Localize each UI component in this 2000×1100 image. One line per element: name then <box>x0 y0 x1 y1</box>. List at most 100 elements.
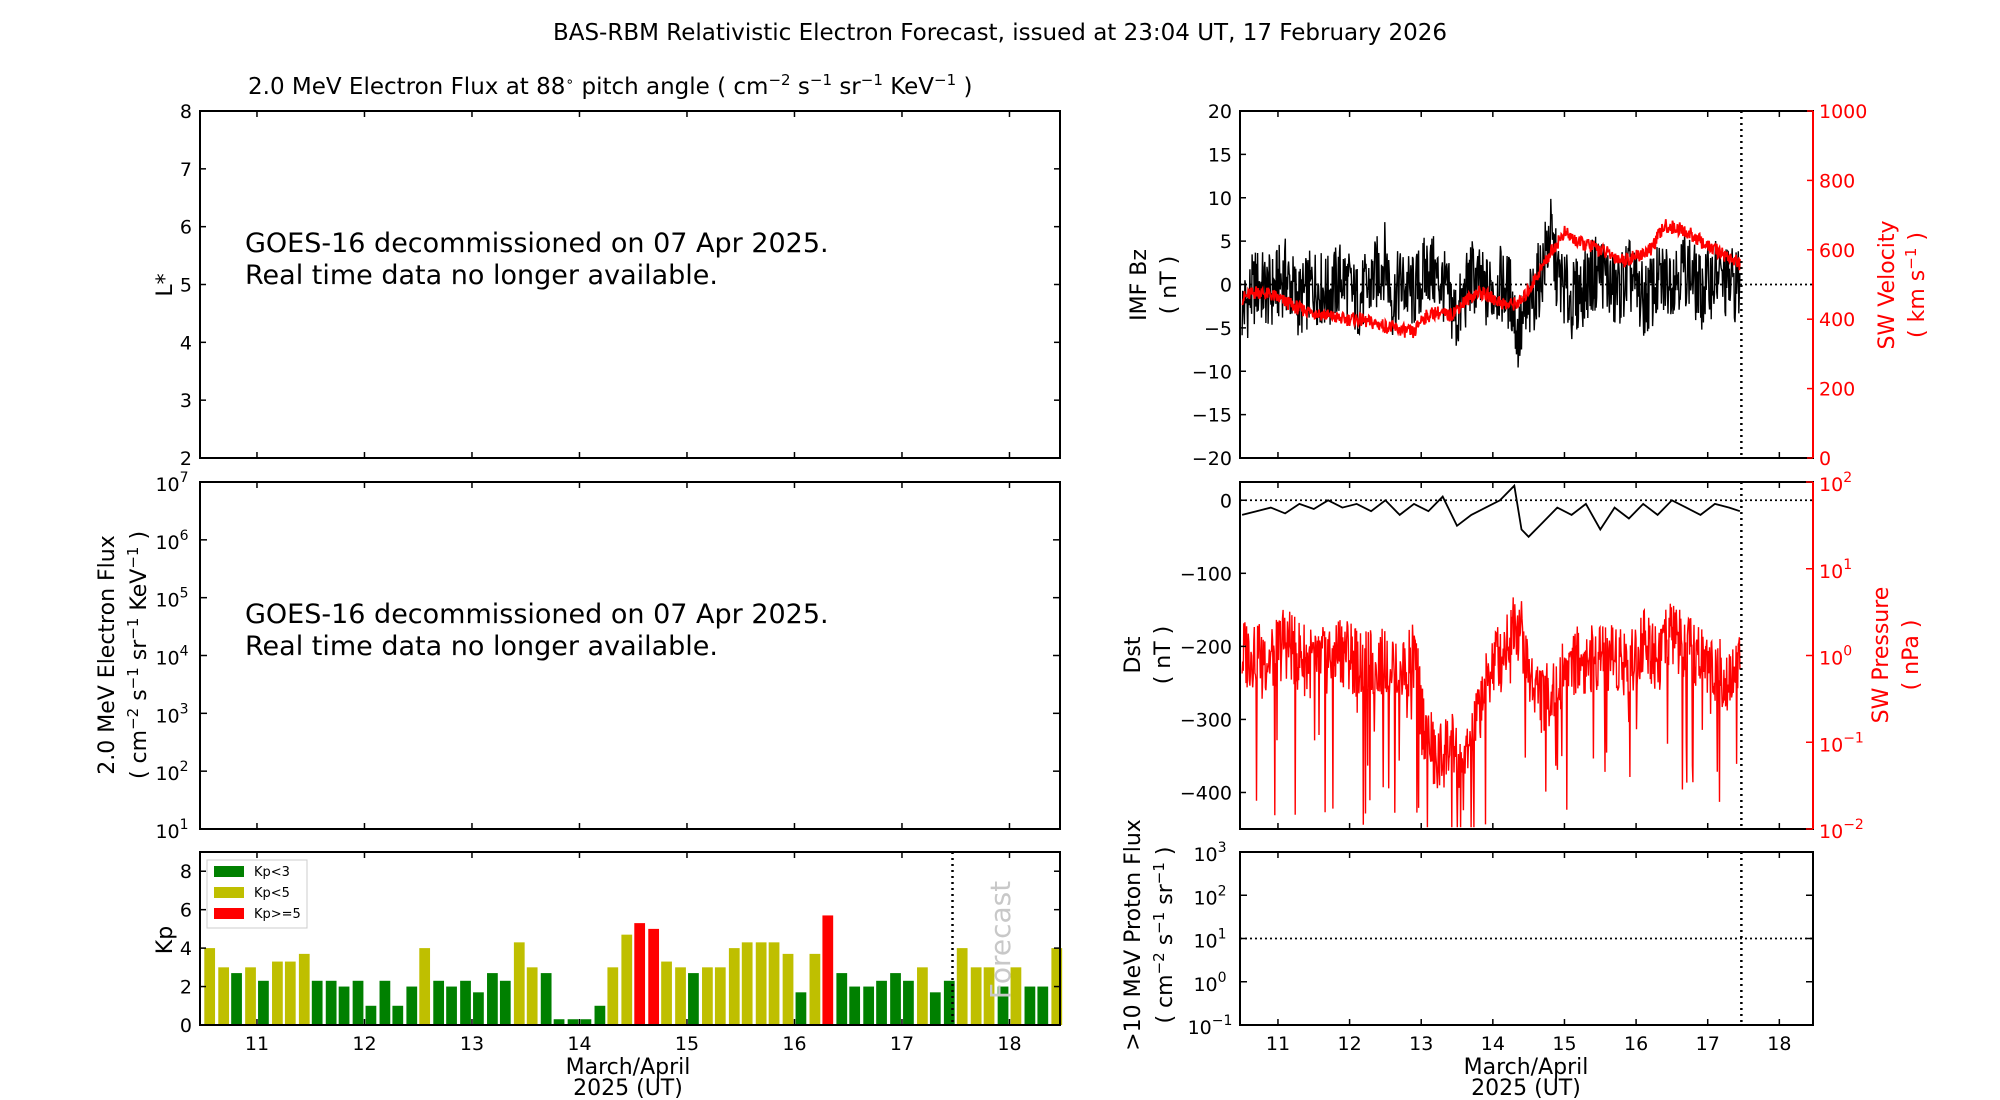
kp-bar <box>272 961 283 1025</box>
kp-bar <box>352 980 364 1025</box>
lstar-ytick-label: 3 <box>180 390 192 412</box>
lstar-ytick-label: 5 <box>180 275 192 297</box>
kp-bar <box>728 948 740 1025</box>
electron-flux-ytick-label: 101 <box>155 817 188 843</box>
degree-symbol: ∘ <box>565 74 574 90</box>
sw-velocity-line <box>1241 219 1741 339</box>
electron-flux-notice-line2: Real time data no longer available. <box>245 631 718 662</box>
kp-bar <box>970 967 982 1025</box>
kp-bar <box>419 948 431 1025</box>
imf-ytick-label: −5 <box>1204 318 1232 340</box>
kp-bar <box>325 980 337 1025</box>
kp-xtick-label: 17 <box>890 1033 914 1055</box>
kp-bar <box>284 961 296 1025</box>
dst-ytick-label: −400 <box>1180 782 1232 804</box>
kp-bar <box>714 967 726 1025</box>
lstar-ytick-label: 4 <box>180 332 192 354</box>
kp-bar <box>526 967 538 1025</box>
lstar-notice-line1: GOES-16 decommissioned on 07 Apr 2025. <box>245 228 829 259</box>
kp-bar <box>311 980 323 1025</box>
kp-bar <box>204 948 216 1025</box>
kp-bar <box>929 992 941 1025</box>
imf-ytick-label: −15 <box>1192 405 1232 427</box>
sw-pressure-line <box>1241 597 1741 828</box>
kp-bar <box>648 928 660 1025</box>
kp-ticks: 0 2 4 6 8 11 12 13 14 15 16 17 18 <box>180 852 1060 1055</box>
dst-ylabel-units: ( nT ) <box>1151 626 1176 685</box>
dst-lines <box>1240 482 1813 829</box>
proton-xtick-label: 13 <box>1409 1033 1433 1055</box>
kp-xlabel-line1: March/April <box>566 1055 691 1080</box>
imf-bz-line <box>1241 198 1741 368</box>
kp-legend-swatch-mid <box>214 887 244 898</box>
kp-bar <box>917 967 928 1025</box>
kp-bar <box>406 986 418 1025</box>
sw-pressure-ylabel: SW Pressure <box>1869 587 1894 724</box>
proton-flux-panel: 10−1 100 101 102 103 11 12 13 14 15 16 17 18 >10 MeV… <box>1121 819 1814 1100</box>
flux-panel-title-suffix: pitch angle ( cm <box>574 74 768 100</box>
kp-bar <box>567 1019 579 1025</box>
sw-velocity-ytick-label: 1000 <box>1819 101 1867 123</box>
kp-ytick-label: 4 <box>180 938 192 960</box>
electron-flux-ytick-label: 107 <box>155 470 188 496</box>
electron-flux-notice-line1: GOES-16 decommissioned on 07 Apr 2025. <box>245 599 829 630</box>
kp-legend-label-low: Kp<3 <box>254 865 290 880</box>
kp-bar <box>890 973 901 1025</box>
kp-bar <box>997 986 1009 1025</box>
proton-ytick-label: 103 <box>1193 840 1226 866</box>
kp-legend-label-mid: Kp<5 <box>254 886 290 901</box>
proton-xlabel-line1: March/April <box>1464 1055 1589 1080</box>
lstar-ytick-label: 8 <box>180 101 192 123</box>
kp-legend-swatch-high <box>214 908 244 919</box>
kp-bar <box>433 980 445 1025</box>
kp-xtick-label: 16 <box>782 1033 806 1055</box>
kp-bar <box>903 980 914 1025</box>
kp-bar <box>1010 967 1022 1025</box>
kp-ytick-label: 0 <box>180 1015 192 1037</box>
kp-bar <box>809 953 821 1025</box>
kp-bar <box>863 986 875 1025</box>
electron-flux-y-ticks: 101 102 103 104 105 106 107 <box>155 470 1060 843</box>
kp-legend: Kp<3 Kp<5 Kp>=5 <box>206 859 308 929</box>
proton-xtick-label: 18 <box>1767 1033 1791 1055</box>
kp-bar <box>849 986 861 1025</box>
proton-xtick-label: 16 <box>1624 1033 1648 1055</box>
kp-bar <box>836 973 848 1025</box>
kp-xtick-label: 15 <box>675 1033 699 1055</box>
electron-flux-ylabel: 2.0 MeV Electron Flux <box>95 535 120 775</box>
lstar-ylabel: L* <box>153 273 178 296</box>
electron-flux-panel: 101 102 103 104 105 106 107 2.0 MeV Electron F… <box>95 470 1061 843</box>
kp-bar <box>513 942 525 1025</box>
kp-bars <box>204 915 1063 1025</box>
kp-bar <box>487 973 498 1025</box>
sw-velocity-ytick-label: 600 <box>1819 240 1855 262</box>
kp-xtick-label: 12 <box>352 1033 376 1055</box>
flux-panel-title-prefix: 2.0 MeV Electron Flux at 88 <box>248 74 565 100</box>
kp-bar <box>258 980 269 1025</box>
lstar-ytick-label: 6 <box>180 217 192 239</box>
kp-bar <box>1037 986 1049 1025</box>
kp-panel: 0 2 4 6 8 11 12 13 14 15 16 17 18 Kp Forecast Kp<3 K… <box>153 851 1063 1100</box>
kp-bar <box>661 961 672 1025</box>
kp-bar <box>675 967 686 1025</box>
kp-bar <box>245 967 256 1025</box>
kp-bar <box>702 967 713 1025</box>
imf-ytick-label: 20 <box>1208 101 1232 123</box>
kp-bar <box>392 1005 404 1025</box>
proton-xtick-label: 17 <box>1696 1033 1720 1055</box>
kp-bar <box>795 992 807 1025</box>
electron-flux-ytick-label: 106 <box>155 528 188 554</box>
lstar-ytick-label: 7 <box>180 159 192 181</box>
lstar-notice-line2: Real time data no longer available. <box>245 260 718 291</box>
imf-ytick-label: −10 <box>1192 361 1232 383</box>
imf-ylabel-units: ( nT ) <box>1157 256 1182 315</box>
dst-ytick-label: −200 <box>1180 636 1232 658</box>
electron-flux-ytick-label: 103 <box>155 701 188 727</box>
kp-bar <box>621 934 633 1025</box>
kp-bar <box>499 980 511 1025</box>
kp-xlabel-line2: 2025 (UT) <box>573 1076 683 1100</box>
sw-velocity-ylabel-units: ( km s−1 ) <box>1902 232 1930 338</box>
dst-sw-pressure-panel: −400 −300 −200 −100 0 10−2 10−1 100 101 102 Dst (… <box>1121 470 1924 843</box>
sw-velocity-ytick-label: 400 <box>1819 309 1855 331</box>
